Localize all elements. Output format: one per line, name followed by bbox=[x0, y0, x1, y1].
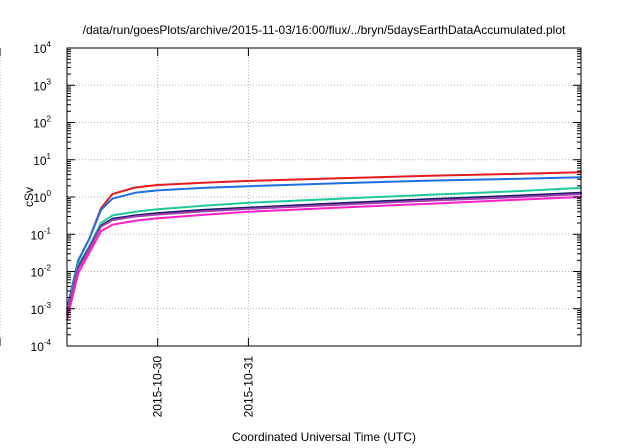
series-line-3 bbox=[66, 186, 582, 314]
series-layer bbox=[66, 171, 582, 321]
y-tick-label: 10-2 bbox=[31, 264, 52, 280]
y-tick-base: 10 bbox=[31, 340, 45, 354]
y-tick-base: 10 bbox=[31, 266, 45, 280]
series-line-2 bbox=[66, 176, 582, 310]
y-tick-base: 10 bbox=[33, 154, 47, 168]
y-tick-base: 10 bbox=[33, 42, 47, 56]
y-tick-exponent: 2 bbox=[47, 115, 52, 124]
y-tick-label: 10-3 bbox=[31, 301, 52, 317]
y-tick-base: 10 bbox=[33, 79, 47, 93]
x-axis-label: Coordinated Universal Time (UTC) bbox=[232, 430, 416, 444]
y-tick-exponent: -4 bbox=[44, 338, 52, 347]
chart-title: /data/run/goesPlots/archive/2015-11-03/1… bbox=[83, 23, 566, 37]
y-tick-label: 102 bbox=[33, 115, 51, 131]
ticks-layer: 10-410-310-210-11001011021031042015-10-3… bbox=[0, 0, 581, 417]
y-tick-exponent: -3 bbox=[44, 301, 52, 310]
y-tick-label: 103 bbox=[33, 77, 51, 93]
y-axis-label: cSv bbox=[22, 187, 36, 207]
x-tick-label: 2015-10-30 bbox=[151, 356, 165, 418]
y-tick-base: 10 bbox=[33, 117, 47, 131]
y-tick-label: 101 bbox=[33, 152, 51, 168]
series-line-5 bbox=[66, 193, 582, 316]
y-tick-exponent: 1 bbox=[47, 152, 52, 161]
y-tick-label: 100 bbox=[33, 189, 51, 205]
y-tick-base: 10 bbox=[33, 191, 47, 205]
y-tick-label: 10-4 bbox=[31, 338, 52, 354]
series-line-6 bbox=[66, 196, 582, 321]
y-tick-base: 10 bbox=[31, 303, 45, 317]
y-tick-base: 10 bbox=[31, 228, 45, 242]
y-tick-exponent: 4 bbox=[47, 40, 52, 49]
x-tick-label: 2015-10-31 bbox=[241, 356, 255, 418]
y-tick-exponent: -2 bbox=[44, 264, 52, 273]
y-tick-exponent: 3 bbox=[47, 77, 52, 86]
y-tick-exponent: 0 bbox=[47, 189, 52, 198]
y-tick-exponent: -1 bbox=[44, 226, 52, 235]
y-tick-label: 10-1 bbox=[31, 226, 52, 242]
y-tick-label: 104 bbox=[33, 40, 51, 56]
